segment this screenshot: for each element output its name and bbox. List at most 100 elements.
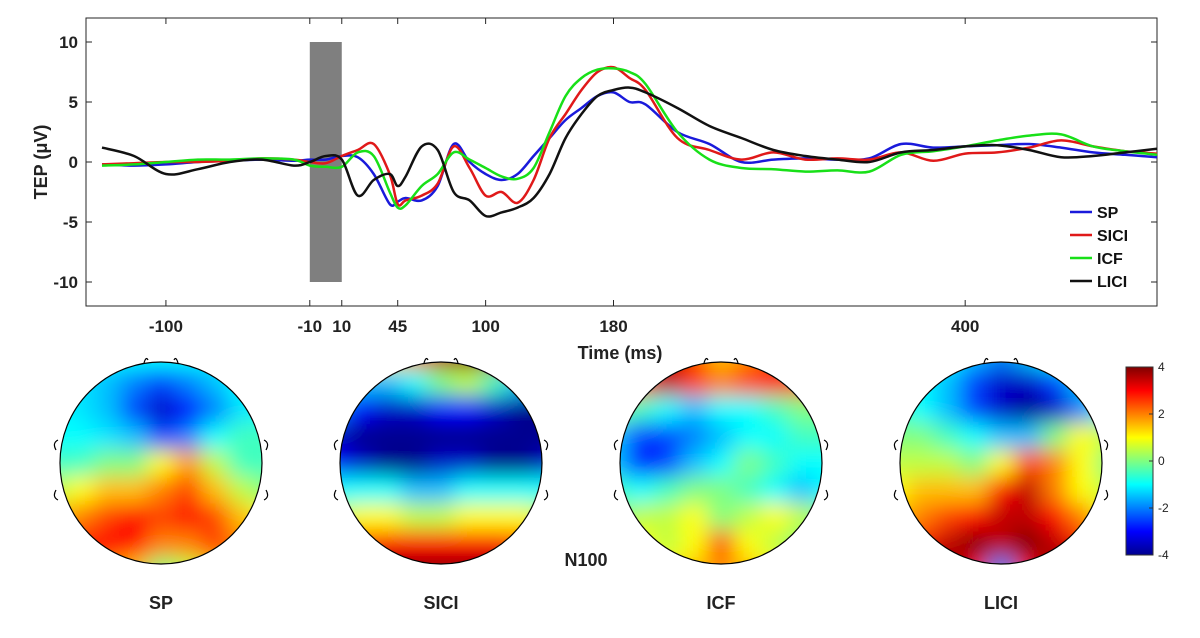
scalp-map-cell bbox=[373, 422, 402, 451]
scalp-map-cells bbox=[900, 362, 1102, 564]
y-tick-label: -5 bbox=[63, 213, 78, 232]
scalp-map-cell bbox=[620, 395, 628, 424]
scalp-map-cell bbox=[900, 362, 908, 370]
scalp-map-cell bbox=[653, 476, 682, 505]
scalp-map-cell bbox=[626, 395, 655, 424]
scalp-map-cell bbox=[900, 557, 908, 564]
scalp-map-cell bbox=[427, 503, 456, 532]
scalp-map-cell bbox=[906, 362, 935, 370]
scalp-map-cell bbox=[535, 362, 542, 370]
scalp-map-cell bbox=[906, 530, 935, 559]
scalp-map-cell bbox=[626, 368, 655, 397]
scalp-map-cell bbox=[1041, 503, 1070, 532]
scalp-map-cell bbox=[93, 449, 122, 478]
scalp-map-cell bbox=[535, 530, 542, 559]
scalp-map-cell bbox=[346, 530, 375, 559]
scalp-map-cell bbox=[340, 449, 348, 478]
scalp-map-cell bbox=[1041, 395, 1070, 424]
scalp-map-cell bbox=[340, 368, 348, 397]
scalp-map-cell bbox=[147, 530, 176, 559]
x-tick-label: 100 bbox=[471, 317, 499, 336]
scalp-map-cell bbox=[147, 557, 176, 564]
scalp-map-cell bbox=[707, 530, 736, 559]
scalp-map-cell bbox=[680, 395, 709, 424]
scalp-map-cell bbox=[707, 368, 736, 397]
scalp-map-cell bbox=[508, 422, 537, 451]
scalp-map-cell bbox=[906, 422, 935, 451]
topoplot-label-lici: LICI bbox=[984, 593, 1018, 613]
scalp-map-cell bbox=[1095, 422, 1102, 451]
scalp-map-cell bbox=[815, 476, 822, 505]
scalp-map-cell bbox=[1041, 476, 1070, 505]
scalp-map-cell bbox=[626, 503, 655, 532]
colorbar: 4 2 0 -2 -4 bbox=[1125, 360, 1169, 562]
scalp-map-cell bbox=[427, 368, 456, 397]
scalp-map-cell bbox=[788, 557, 817, 564]
scalp-map-cell bbox=[734, 368, 763, 397]
scalp-map-cell bbox=[66, 449, 95, 478]
scalp-map-cell bbox=[535, 557, 542, 564]
scalp-map-cell bbox=[680, 449, 709, 478]
scalp-map-cell bbox=[400, 476, 429, 505]
head-outline bbox=[899, 361, 1103, 565]
scalp-map-cell bbox=[788, 362, 817, 370]
scalp-map-sp bbox=[60, 362, 262, 564]
scalp-map-cell bbox=[201, 449, 230, 478]
scalp-map-cell bbox=[147, 449, 176, 478]
scalp-map-cell bbox=[960, 368, 989, 397]
scalp-map-cell bbox=[788, 476, 817, 505]
scalp-map-cell bbox=[653, 557, 682, 564]
colorbar-gradient bbox=[1125, 366, 1154, 556]
scalp-map-cell bbox=[1014, 449, 1043, 478]
ear-markers bbox=[53, 439, 269, 501]
scalp-map-cell bbox=[427, 395, 456, 424]
scalp-map-cell bbox=[1041, 422, 1070, 451]
scalp-map-cell bbox=[120, 368, 149, 397]
scalp-map-cell bbox=[620, 503, 628, 532]
scalp-map-cell bbox=[761, 422, 790, 451]
scalp-map-cell bbox=[906, 449, 935, 478]
scalp-map-cell bbox=[960, 476, 989, 505]
scalp-map-cell bbox=[987, 503, 1016, 532]
scalp-map-cell bbox=[906, 476, 935, 505]
x-tick-label: 400 bbox=[951, 317, 979, 336]
x-tick-label: -10 bbox=[298, 317, 323, 336]
legend-label-sici: SICI bbox=[1097, 228, 1128, 245]
ear-markers bbox=[333, 439, 549, 501]
series-line-icf bbox=[101, 66, 1158, 210]
scalp-map-cell bbox=[228, 368, 257, 397]
ear-markers bbox=[613, 439, 829, 501]
scalp-map-cell bbox=[93, 557, 122, 564]
scalp-map-cell bbox=[147, 422, 176, 451]
scalp-map-cell bbox=[734, 449, 763, 478]
scalp-map-cell bbox=[346, 503, 375, 532]
scalp-map-cell bbox=[60, 368, 68, 397]
scalp-map-cell bbox=[340, 557, 348, 564]
y-axis-label: TEP (μV) bbox=[31, 125, 51, 200]
scalp-map-cell bbox=[734, 503, 763, 532]
scalp-map-cell bbox=[174, 557, 203, 564]
topoplot-sici: SICI bbox=[333, 357, 549, 613]
scalp-map-cell bbox=[454, 422, 483, 451]
scalp-map-cell bbox=[1095, 395, 1102, 424]
topoplot-sp: SP bbox=[53, 357, 269, 613]
scalp-map-cell bbox=[1014, 503, 1043, 532]
scalp-map-cell bbox=[788, 422, 817, 451]
scalp-map-cell bbox=[400, 422, 429, 451]
scalp-map-cell bbox=[900, 503, 908, 532]
scalp-map-cell bbox=[734, 476, 763, 505]
scalp-map-cell bbox=[60, 362, 68, 370]
scalp-map-cell bbox=[1095, 368, 1102, 397]
head-outline bbox=[339, 361, 543, 565]
colorbar-tick-label: 4 bbox=[1158, 360, 1165, 374]
scalp-map-cell bbox=[93, 395, 122, 424]
scalp-map-cell bbox=[987, 449, 1016, 478]
scalp-map-cell bbox=[815, 449, 822, 478]
scalp-map-cell bbox=[340, 503, 348, 532]
scalp-map-cells bbox=[340, 362, 542, 564]
scalp-map-cell bbox=[201, 476, 230, 505]
scalp-map-cell bbox=[960, 530, 989, 559]
scalp-map-cell bbox=[373, 557, 402, 564]
topoplots: SP SICI ICF LICI N100 4 2 0 -2 -4 bbox=[53, 357, 1169, 613]
